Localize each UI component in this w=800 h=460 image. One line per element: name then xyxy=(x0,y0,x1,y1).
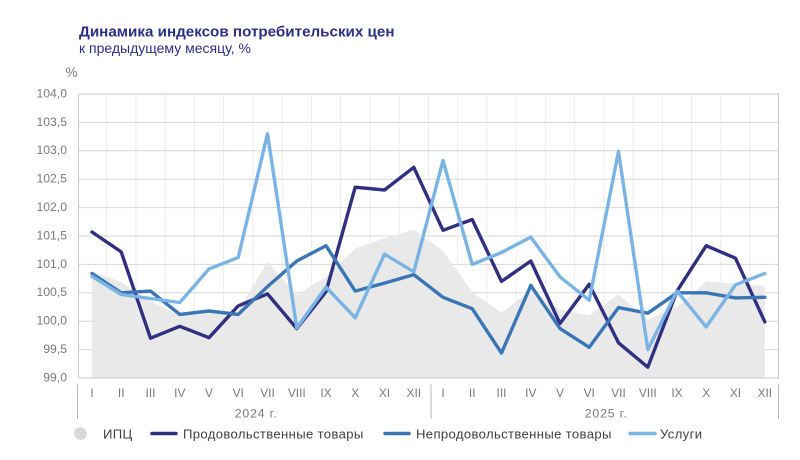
svg-text:VI: VI xyxy=(233,386,244,400)
svg-text:к предыдущему месяцу, %: к предыдущему месяцу, % xyxy=(79,40,251,56)
svg-text:III: III xyxy=(146,386,156,400)
svg-text:Услуги: Услуги xyxy=(660,427,702,442)
svg-text:102,5: 102,5 xyxy=(37,172,68,186)
svg-text:Продовольственные товары: Продовольственные товары xyxy=(183,427,364,442)
svg-text:IX: IX xyxy=(671,386,682,400)
svg-text:103,5: 103,5 xyxy=(37,115,68,129)
svg-text:I: I xyxy=(90,386,93,400)
svg-text:100,5: 100,5 xyxy=(37,285,68,299)
svg-text:I: I xyxy=(441,386,444,400)
svg-text:101,5: 101,5 xyxy=(37,228,68,242)
svg-text:IV: IV xyxy=(525,386,536,400)
svg-text:103,0: 103,0 xyxy=(37,143,68,157)
svg-text:IV: IV xyxy=(174,386,185,400)
svg-text:104,0: 104,0 xyxy=(37,86,68,100)
svg-text:99,0: 99,0 xyxy=(43,370,67,384)
svg-text:XI: XI xyxy=(379,386,390,400)
svg-text:X: X xyxy=(351,386,359,400)
svg-text:II: II xyxy=(118,386,125,400)
svg-text:2025 г.: 2025 г. xyxy=(585,406,628,420)
svg-text:VIII: VIII xyxy=(288,386,306,400)
svg-text:Динамика индексов потребительс: Динамика индексов потребительских цен xyxy=(79,24,395,41)
svg-text:IX: IX xyxy=(320,386,331,400)
svg-text:XII: XII xyxy=(407,386,422,400)
svg-text:VI: VI xyxy=(584,386,595,400)
svg-text:Непродовольственные товары: Непродовольственные товары xyxy=(416,427,612,442)
svg-text:101,0: 101,0 xyxy=(37,257,68,271)
svg-text:100,0: 100,0 xyxy=(37,314,68,328)
svg-text:VII: VII xyxy=(611,386,626,400)
svg-text:%: % xyxy=(66,65,78,80)
svg-text:V: V xyxy=(556,386,564,400)
svg-text:II: II xyxy=(469,386,476,400)
svg-text:V: V xyxy=(205,386,213,400)
svg-text:VIII: VIII xyxy=(639,386,657,400)
svg-text:X: X xyxy=(702,386,710,400)
svg-text:XII: XII xyxy=(758,386,773,400)
svg-text:VII: VII xyxy=(260,386,275,400)
svg-text:102,0: 102,0 xyxy=(37,200,68,214)
svg-text:2024 г.: 2024 г. xyxy=(235,406,278,420)
svg-text:ИПЦ: ИПЦ xyxy=(103,427,133,442)
svg-text:III: III xyxy=(497,386,507,400)
svg-text:99,5: 99,5 xyxy=(43,342,67,356)
svg-text:XI: XI xyxy=(730,386,741,400)
